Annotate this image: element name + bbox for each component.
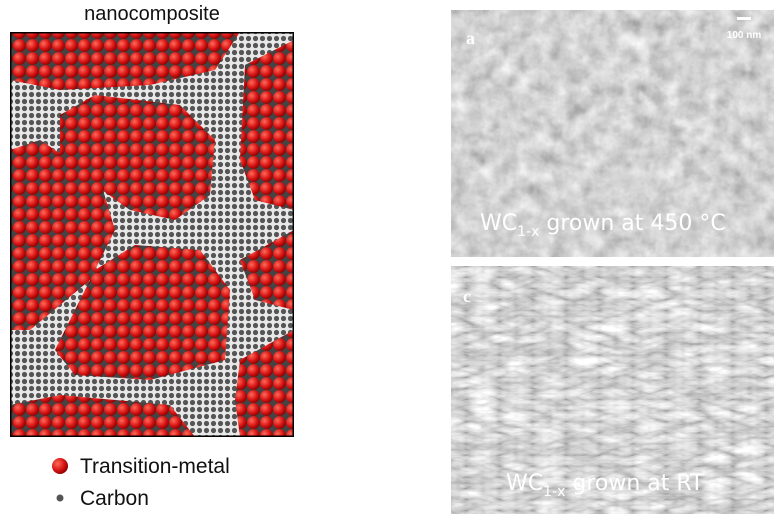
caption: WC1-x grown at RT — [506, 471, 704, 500]
caption-sub: 1-x — [517, 224, 539, 240]
legend-marker — [52, 458, 68, 474]
caption-main: WC — [480, 211, 517, 236]
sem-image: a 100 nm WC1-x grown at 450 °C — [451, 10, 774, 257]
scale-bar — [737, 17, 751, 20]
caption-rest: grown at RT — [565, 471, 704, 496]
caption: WC1-x grown at 450 °C — [480, 211, 726, 240]
schematic-title: nanocomposite — [84, 3, 220, 25]
panel-label: c — [463, 286, 471, 306]
panel-label: a — [466, 28, 475, 48]
caption-main: WC — [506, 471, 543, 496]
legend-label: Carbon — [80, 487, 149, 510]
caption-rest: grown at 450 °C — [539, 211, 725, 236]
scale-label: 100 nm — [727, 30, 762, 41]
legend-label: Transition-metal — [80, 455, 230, 478]
figure: nanocomposite Transition-metal Carbon a … — [0, 0, 774, 514]
caption-sub: 1-x — [543, 484, 565, 500]
legend-marker — [57, 495, 64, 502]
schematic — [10, 32, 294, 437]
sem-image: c WC1-x grown at RT — [451, 266, 774, 514]
